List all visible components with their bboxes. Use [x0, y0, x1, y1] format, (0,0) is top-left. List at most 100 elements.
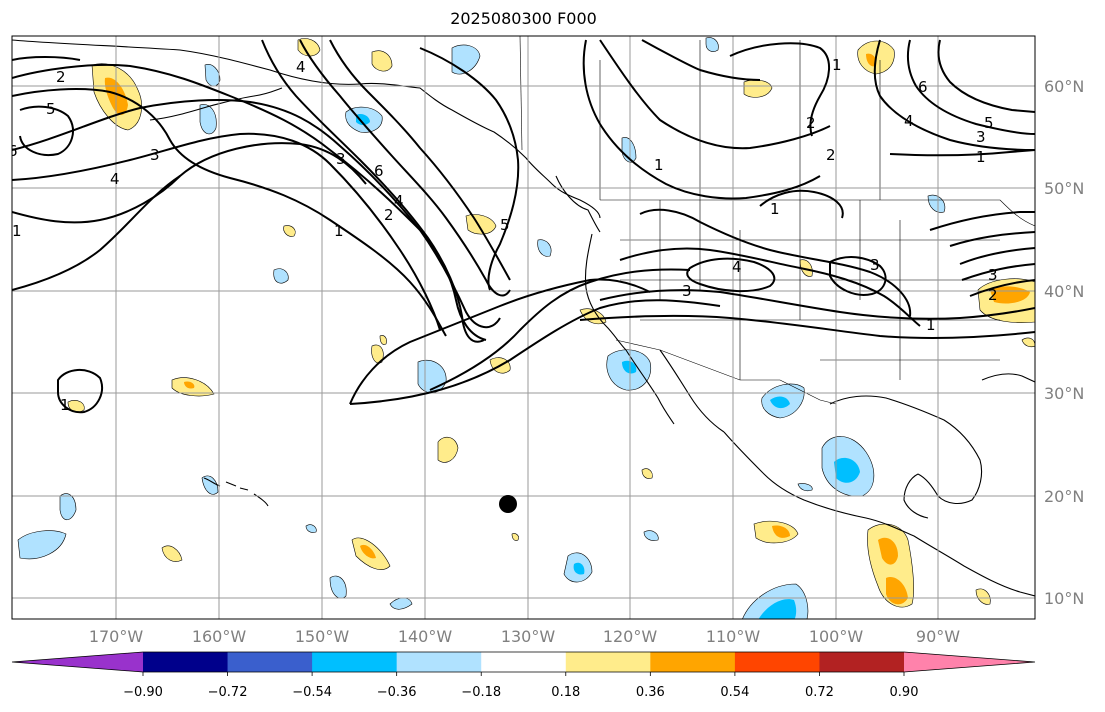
contour-line: [599, 39, 831, 150]
anomaly-patch: [379, 335, 387, 345]
colorbar-tick-label: −0.36: [377, 685, 417, 700]
colorbar-segment: [565, 652, 651, 672]
colorbar-tick-label: 0.18: [551, 685, 580, 700]
contour-line: [429, 268, 691, 391]
anomaly-patch: [834, 457, 860, 483]
contour-label: 1: [976, 148, 986, 166]
contour-line: [961, 263, 1035, 281]
contour-line: [759, 189, 844, 219]
contour-line: [12, 63, 487, 341]
contour-line: [959, 247, 1035, 265]
contour-label: 1: [654, 156, 664, 174]
contour-line: [969, 279, 1035, 297]
anomaly-patch: [797, 483, 813, 492]
colorbar-segment: [734, 652, 820, 672]
colorbar-extend-low: [12, 652, 143, 672]
anomaly-patch: [643, 530, 659, 541]
contour-label: 1: [60, 396, 70, 414]
lat-label: 30°N: [1044, 384, 1084, 403]
colorbar-tick-label: 0.54: [720, 685, 749, 700]
map-title: 2025080300 F000: [450, 9, 597, 28]
anomaly-patch: [758, 599, 797, 619]
longitude-axis: 170°W 160°W 150°W 140°W 130°W 120°W 110°…: [89, 627, 960, 646]
contour-label: 6: [374, 162, 384, 180]
colorbar-tick-label: −0.54: [292, 685, 332, 700]
contour-label: 2: [384, 206, 394, 224]
shaded-anomalies: [17, 37, 1035, 619]
lon-label: 110°W: [706, 627, 761, 646]
contour-label: 3: [336, 150, 346, 168]
border-alaska-canada: [519, 36, 523, 151]
contour-line: [349, 299, 721, 405]
anomaly-patch: [201, 475, 219, 495]
coastline-gulf-california: [659, 349, 725, 433]
colorbar: −0.90 −0.72 −0.54 −0.36 −0.18 0.18 0.36 0.54 0.7…: [11, 651, 1036, 700]
lat-label: 10°N: [1044, 589, 1084, 608]
colorbar-tick-label: −0.18: [461, 685, 501, 700]
colorbar-segment: [481, 652, 567, 672]
contour-label: 5: [984, 114, 994, 132]
coastline-california: [584, 233, 627, 351]
anomaly-patch: [161, 545, 183, 562]
contour-line: [12, 56, 81, 61]
anomaly-patch: [305, 524, 317, 533]
anomaly-patch: [573, 562, 585, 575]
lon-label: 130°W: [501, 627, 556, 646]
anomaly-patch: [360, 544, 376, 559]
contour-lines: [12, 39, 1035, 414]
contour-label: 2: [826, 146, 836, 164]
contour-line: [639, 208, 912, 317]
contour-label: 4: [110, 170, 120, 188]
contour-label: 3: [976, 128, 986, 146]
contour-line: [12, 88, 447, 337]
contour-line: [937, 39, 1035, 113]
colorbar-segment: [312, 652, 398, 672]
coastline-mexico-west: [723, 431, 1035, 597]
anomaly-patch: [59, 493, 77, 521]
anomaly-patch: [67, 400, 85, 413]
coastline-florida: [981, 373, 1035, 383]
lon-label: 120°W: [603, 627, 658, 646]
contour-label: 3: [682, 282, 692, 300]
anomaly-patch: [329, 575, 347, 599]
contour-line: [889, 149, 1035, 157]
contour-line: [929, 211, 1035, 231]
anomaly-patch: [204, 64, 221, 87]
colorbar-segment: [650, 652, 736, 672]
contour-label: 3: [988, 266, 998, 284]
anomaly-patch: [641, 468, 653, 479]
anomaly-patch: [537, 239, 552, 257]
colorbar-segment: [396, 652, 482, 672]
contour-line: [261, 39, 485, 343]
contour-label: 5: [46, 100, 56, 118]
colorbar-segment: [819, 652, 905, 672]
contour-label: 4: [394, 192, 404, 210]
lon-label: 160°W: [192, 627, 247, 646]
contour-label: 3: [150, 146, 160, 164]
anomaly-patch: [389, 597, 413, 610]
colorbar-segment: [227, 652, 313, 672]
colorbar-tick-label: −0.90: [123, 685, 163, 700]
colorbar-extend-high: [904, 652, 1035, 672]
contour-line: [619, 247, 921, 327]
contour-line: [12, 99, 501, 328]
colorbar-tick-label: 0.72: [805, 685, 834, 700]
anomaly-patch: [622, 360, 637, 374]
lon-label: 150°W: [295, 627, 350, 646]
contour-line: [12, 132, 441, 331]
anomaly-patch: [465, 214, 497, 235]
anomaly-patch: [297, 38, 321, 57]
contour-line: [907, 39, 1035, 135]
contour-label: 6: [918, 78, 928, 96]
coastline-baja: [625, 349, 675, 425]
lon-label: 140°W: [398, 627, 453, 646]
contour-line: [12, 142, 367, 224]
location-marker: [499, 495, 517, 513]
anomaly-patch: [371, 344, 384, 364]
contour-line: [829, 256, 887, 296]
lon-label: 170°W: [89, 627, 144, 646]
contour-line: [949, 231, 1035, 247]
lon-label: 100°W: [809, 627, 864, 646]
contour-line: [579, 314, 1035, 340]
